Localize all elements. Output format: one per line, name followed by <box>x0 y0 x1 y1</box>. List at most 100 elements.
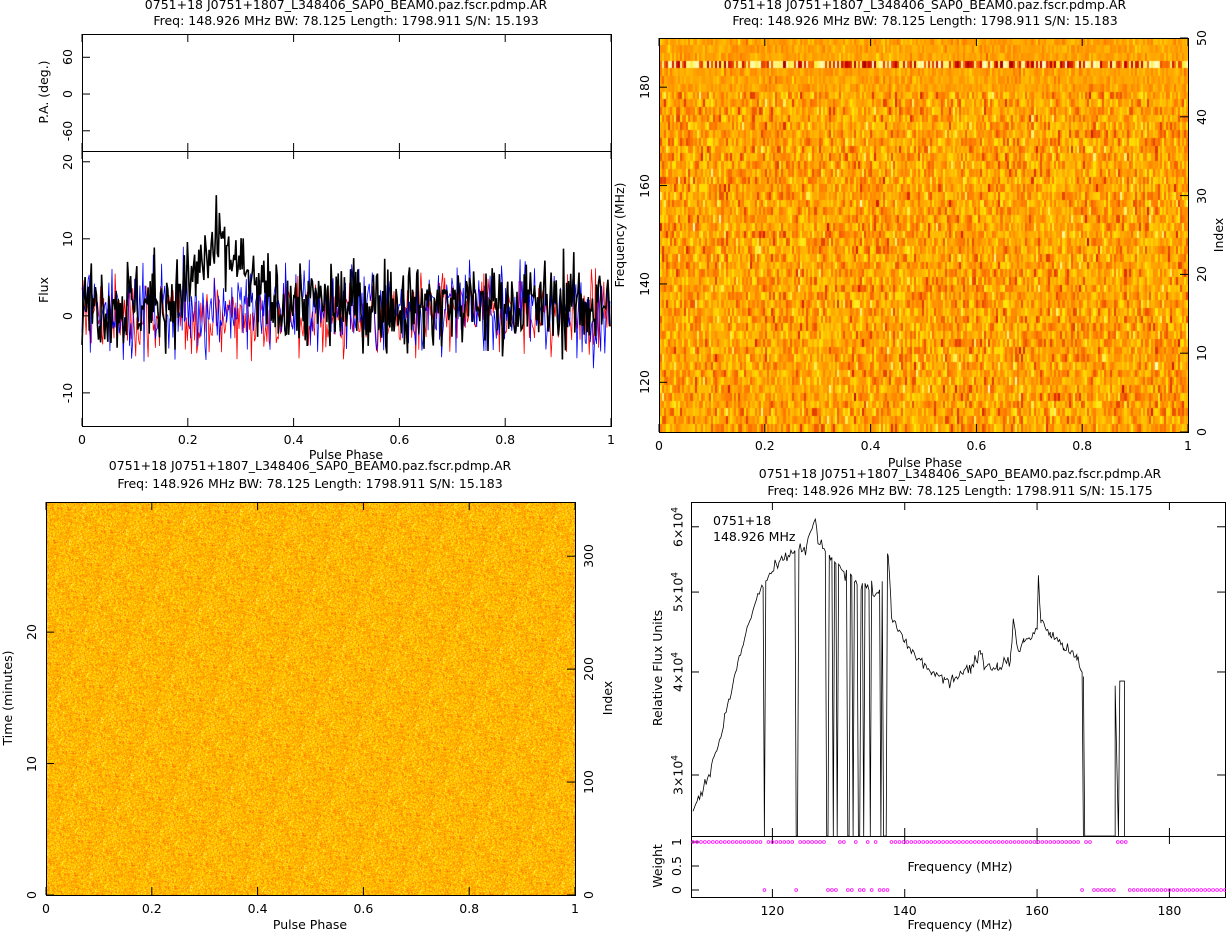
weight-point <box>1092 888 1096 892</box>
weight-point <box>1171 888 1176 892</box>
weight-y-tick-label: 0 <box>669 886 684 894</box>
weight-point <box>1036 840 1041 844</box>
weight-point <box>834 888 838 892</box>
weight-point <box>1187 888 1192 892</box>
weight-point <box>969 840 973 844</box>
mantissa: 6 <box>670 538 686 547</box>
profile-subtitle: Freq: 148.926 MHz BW: 78.125 Length: 179… <box>153 13 539 28</box>
weight-y-tick-label: 0.5 <box>669 856 684 876</box>
bandpass-y-tick-label: 4×104 <box>668 652 685 692</box>
exponent: 4 <box>670 754 681 761</box>
weight-point <box>806 840 810 844</box>
weight-point <box>905 840 910 844</box>
weight-point <box>1223 888 1226 892</box>
weight-point <box>1211 888 1215 892</box>
weight-x-tick-label: 120 <box>760 903 785 918</box>
freq-phase-y2-tick-label: 50 <box>1194 30 1209 46</box>
weight-point <box>877 888 882 892</box>
weight-point <box>1088 840 1092 844</box>
weight-point <box>1048 840 1053 844</box>
freq-phase-x-tick-label: 0.2 <box>754 438 775 453</box>
bandpass-annotation-source: 0751+18 <box>713 513 772 528</box>
time-phase-y2-tick-label: 300 <box>581 544 596 569</box>
weight-point <box>1104 888 1108 892</box>
weight-point <box>996 840 1001 844</box>
profile-x-tick-label: 1 <box>607 432 615 447</box>
bandpass-spectrum-line <box>692 517 1084 837</box>
weight-point <box>893 840 898 844</box>
weight-point <box>707 840 711 844</box>
weight-point <box>738 840 743 844</box>
time-phase-y-tick-label: 20 <box>24 624 39 641</box>
bandpass-subtitle: Freq: 148.926 MHz BW: 78.125 Length: 179… <box>767 483 1153 498</box>
weight-point <box>1044 840 1049 844</box>
weight-point <box>818 840 822 844</box>
weight-point <box>798 840 802 844</box>
weight-point <box>1116 840 1120 844</box>
weight-point <box>715 840 719 844</box>
weight-point <box>1139 888 1144 892</box>
weight-point <box>1203 888 1207 892</box>
weight-point <box>1215 888 1219 892</box>
weight-x-tick-label: 180 <box>1157 903 1182 918</box>
freq-phase-x-tick-label: 0 <box>655 438 663 453</box>
weight-point <box>718 840 723 844</box>
weight-point <box>925 840 930 844</box>
bandpass-tail-line <box>1082 676 1125 837</box>
times-ten: ×10 <box>670 577 686 605</box>
weight-point <box>846 888 850 892</box>
weight-point <box>1143 888 1148 892</box>
weight-point <box>1100 888 1104 892</box>
weight-point <box>770 840 775 844</box>
weight-point <box>1123 840 1128 844</box>
weight-point <box>1020 840 1025 844</box>
freq-phase-y2-tick-label: 0 <box>1194 428 1209 436</box>
weight-point <box>1183 888 1188 892</box>
weight-point <box>992 840 997 844</box>
time-phase-heatmap <box>46 502 575 895</box>
weight-point <box>889 840 894 844</box>
weight-point <box>953 840 957 844</box>
weight-point <box>865 840 870 844</box>
time-phase-title: 0751+18 J0751+1807_L348406_SAP0_BEAM0.pa… <box>108 458 512 473</box>
weight-point <box>988 840 993 844</box>
weight-point <box>794 888 799 892</box>
time-phase-axes <box>46 502 576 896</box>
weight-point <box>869 888 874 892</box>
weight-point <box>1032 840 1037 844</box>
bandpass-y-tick-label: 6×104 <box>668 507 685 547</box>
freq-phase-xlabel: Pulse Phase <box>887 455 963 470</box>
weight-point <box>810 840 814 844</box>
bandpass-xlabel: Frequency (MHz) <box>907 917 1013 932</box>
time-phase-y-tick-label: 10 <box>24 755 39 772</box>
weight-point <box>973 840 977 844</box>
weight-point <box>1195 888 1200 892</box>
times-ten: ×10 <box>670 760 686 788</box>
freq-phase-y2-tick-label: 40 <box>1194 108 1209 125</box>
weight-point <box>873 840 878 844</box>
weight-point <box>1175 888 1180 892</box>
weight-point <box>730 840 735 844</box>
weight-xlabel: Frequency (MHz) <box>907 859 1013 874</box>
profile-xlabel: Pulse Phase <box>308 447 384 462</box>
weight-point <box>746 840 751 844</box>
times-ten: ×10 <box>670 657 686 685</box>
weight-point <box>726 840 731 844</box>
weight-point <box>881 888 886 892</box>
freq-phase-x-tick-label: 1 <box>1184 438 1192 453</box>
weight-point <box>1076 840 1080 844</box>
profile-x-tick-label: 0.6 <box>389 432 410 447</box>
weight-point <box>961 840 965 844</box>
weight-point <box>857 888 862 892</box>
weight-point <box>1119 840 1124 844</box>
time-phase-xlabel: Pulse Phase <box>272 917 348 932</box>
flux-y-tick-label: -10 <box>60 382 75 404</box>
weight-point <box>1127 888 1132 892</box>
weight-point <box>1024 840 1029 844</box>
bandpass-title: 0751+18 J0751+1807_L348406_SAP0_BEAM0.pa… <box>758 466 1162 481</box>
weight-point <box>1008 840 1013 844</box>
mantissa: 5 <box>670 604 686 613</box>
weight-point <box>722 840 727 844</box>
freq-phase-y2-tick-label: 30 <box>1194 187 1209 204</box>
weight-point <box>838 840 842 844</box>
